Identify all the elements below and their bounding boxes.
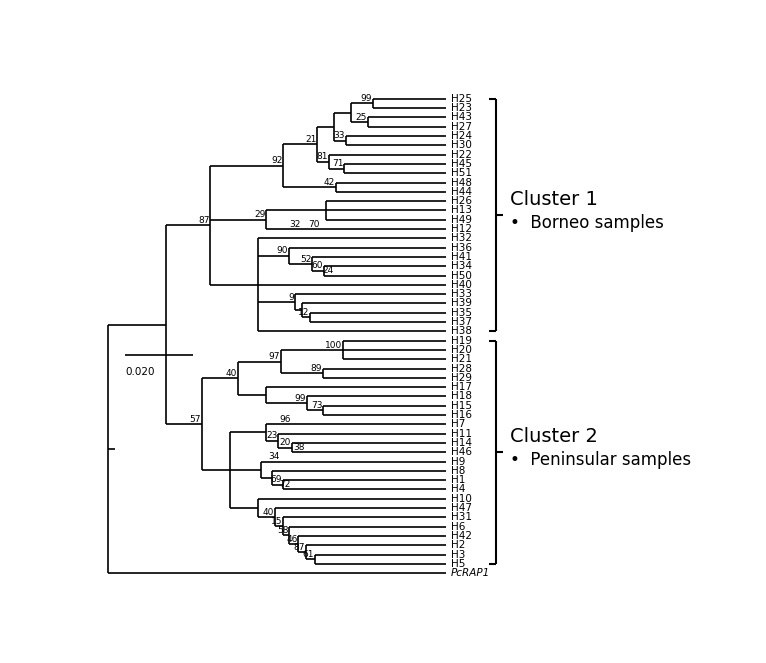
Text: H37: H37 bbox=[450, 317, 472, 327]
Text: H4: H4 bbox=[450, 485, 465, 495]
Text: H31: H31 bbox=[450, 512, 472, 522]
Text: H1: H1 bbox=[450, 475, 465, 485]
Text: 87: 87 bbox=[198, 216, 209, 225]
Text: 24: 24 bbox=[322, 266, 333, 275]
Text: 46: 46 bbox=[286, 534, 298, 544]
Text: H22: H22 bbox=[450, 150, 472, 160]
Text: H18: H18 bbox=[450, 391, 472, 401]
Text: H47: H47 bbox=[450, 503, 472, 513]
Text: 92: 92 bbox=[271, 156, 283, 165]
Text: 73: 73 bbox=[311, 401, 322, 410]
Text: H14: H14 bbox=[450, 438, 472, 448]
Text: 60: 60 bbox=[312, 261, 323, 271]
Text: H2: H2 bbox=[450, 540, 465, 550]
Text: H40: H40 bbox=[450, 280, 472, 290]
Text: 71: 71 bbox=[332, 159, 343, 168]
Text: H51: H51 bbox=[450, 168, 472, 178]
Text: H32: H32 bbox=[450, 233, 472, 243]
Text: H25: H25 bbox=[450, 93, 472, 104]
Text: H44: H44 bbox=[450, 187, 472, 197]
Text: H38: H38 bbox=[450, 326, 472, 336]
Text: H42: H42 bbox=[450, 531, 472, 541]
Text: 32: 32 bbox=[290, 219, 301, 229]
Text: H15: H15 bbox=[450, 400, 472, 410]
Text: 42: 42 bbox=[324, 178, 335, 187]
Text: H27: H27 bbox=[450, 122, 472, 132]
Text: 23: 23 bbox=[266, 431, 277, 440]
Text: H11: H11 bbox=[450, 428, 472, 439]
Text: 96: 96 bbox=[280, 415, 291, 424]
Text: H3: H3 bbox=[450, 550, 465, 560]
Text: H29: H29 bbox=[450, 373, 472, 383]
Text: 40: 40 bbox=[263, 508, 274, 516]
Text: H33: H33 bbox=[450, 289, 472, 299]
Text: 33: 33 bbox=[334, 131, 345, 141]
Text: 15: 15 bbox=[271, 517, 283, 526]
Text: 12: 12 bbox=[298, 308, 309, 317]
Text: 69: 69 bbox=[271, 475, 283, 485]
Text: 29: 29 bbox=[254, 210, 265, 219]
Text: 40: 40 bbox=[226, 369, 237, 378]
Text: H21: H21 bbox=[450, 354, 472, 364]
Text: 72: 72 bbox=[280, 480, 291, 489]
Text: H17: H17 bbox=[450, 382, 472, 392]
Text: 58: 58 bbox=[277, 526, 288, 535]
Text: 81: 81 bbox=[316, 152, 328, 161]
Text: Cluster 2: Cluster 2 bbox=[510, 428, 598, 446]
Text: H49: H49 bbox=[450, 215, 472, 225]
Text: H50: H50 bbox=[450, 271, 472, 280]
Text: H30: H30 bbox=[450, 141, 472, 151]
Text: 99: 99 bbox=[295, 394, 306, 403]
Text: 52: 52 bbox=[300, 255, 311, 263]
Text: H36: H36 bbox=[450, 243, 472, 253]
Text: H48: H48 bbox=[450, 178, 472, 188]
Text: H28: H28 bbox=[450, 363, 472, 373]
Text: H46: H46 bbox=[450, 448, 472, 457]
Text: H45: H45 bbox=[450, 159, 472, 169]
Text: H24: H24 bbox=[450, 131, 472, 141]
Text: 100: 100 bbox=[325, 341, 342, 349]
Text: Cluster 1: Cluster 1 bbox=[510, 190, 598, 209]
Text: H10: H10 bbox=[450, 494, 472, 504]
Text: 34: 34 bbox=[268, 452, 280, 461]
Text: H12: H12 bbox=[450, 224, 472, 234]
Text: •  Peninsular samples: • Peninsular samples bbox=[510, 451, 692, 469]
Text: •  Borneo samples: • Borneo samples bbox=[510, 213, 664, 232]
Text: H13: H13 bbox=[450, 206, 472, 215]
Text: H7: H7 bbox=[450, 419, 465, 430]
Text: 87: 87 bbox=[294, 543, 306, 552]
Text: 57: 57 bbox=[189, 415, 201, 424]
Text: 70: 70 bbox=[308, 219, 319, 229]
Text: H6: H6 bbox=[450, 522, 465, 532]
Text: H9: H9 bbox=[450, 457, 465, 467]
Text: H20: H20 bbox=[450, 345, 472, 355]
Text: H23: H23 bbox=[450, 103, 472, 113]
Text: H35: H35 bbox=[450, 308, 472, 318]
Text: 97: 97 bbox=[268, 352, 280, 361]
Text: H34: H34 bbox=[450, 261, 472, 271]
Text: H19: H19 bbox=[450, 335, 472, 345]
Text: H8: H8 bbox=[450, 466, 465, 476]
Text: H16: H16 bbox=[450, 410, 472, 420]
Text: H5: H5 bbox=[450, 559, 465, 569]
Text: 90: 90 bbox=[277, 247, 288, 255]
Text: 99: 99 bbox=[361, 94, 372, 103]
Text: 89: 89 bbox=[311, 364, 322, 373]
Text: H43: H43 bbox=[450, 113, 472, 123]
Text: 21: 21 bbox=[305, 135, 316, 144]
Text: H41: H41 bbox=[450, 252, 472, 262]
Text: PcRAP1: PcRAP1 bbox=[450, 568, 490, 578]
Text: 0.020: 0.020 bbox=[125, 367, 155, 377]
Text: 38: 38 bbox=[294, 443, 306, 452]
Text: 9: 9 bbox=[289, 293, 294, 302]
Text: H39: H39 bbox=[450, 298, 472, 308]
Text: 61: 61 bbox=[303, 550, 314, 559]
Text: H26: H26 bbox=[450, 196, 472, 206]
Text: 20: 20 bbox=[280, 438, 291, 447]
Text: 25: 25 bbox=[356, 113, 367, 122]
